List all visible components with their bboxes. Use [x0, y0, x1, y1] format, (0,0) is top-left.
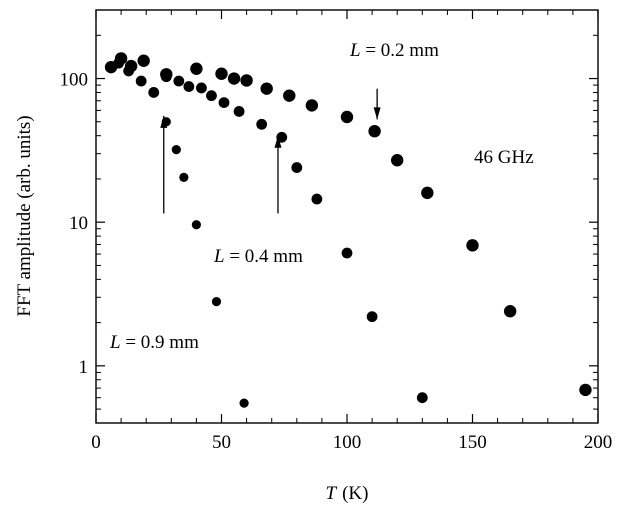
annotation-l-0-9-text: = 0.9 mm: [121, 332, 199, 353]
annotation-l-0-4-text: = 0.4 mm: [225, 246, 303, 267]
y-tick-label: 1: [79, 357, 89, 378]
data-point-series-1: [260, 82, 273, 95]
annotation-l-0-4: L = 0.4 mm: [213, 246, 303, 267]
data-point-series-1: [190, 62, 203, 75]
y-tick-label: 10: [69, 213, 88, 234]
data-point-series-2: [196, 82, 207, 94]
data-point-series-2: [148, 87, 160, 98]
x-tick-label: 0: [91, 432, 101, 453]
data-point-series-2: [183, 81, 195, 92]
annotation-frequency: 46 GHz: [474, 147, 534, 168]
data-point-series-2: [218, 97, 230, 108]
annotation-l-0-2-var: L: [349, 40, 361, 61]
data-point-series-3: [239, 398, 249, 408]
data-point-series-2: [233, 106, 245, 117]
data-point-series-1: [137, 54, 150, 67]
data-point-series-1: [368, 124, 381, 138]
data-points: [104, 52, 592, 408]
data-point-series-3: [179, 172, 189, 183]
annotation-l-0-9-var: L: [109, 332, 121, 353]
annotation-l-0-4-var: L: [213, 246, 225, 267]
data-point-series-1: [391, 154, 404, 167]
data-point-series-3: [191, 220, 201, 230]
data-point-series-2: [123, 65, 135, 77]
data-point-series-2: [291, 162, 303, 173]
data-point-series-2: [160, 71, 172, 83]
x-tick-label: 50: [212, 432, 231, 453]
data-point-series-1: [305, 99, 319, 112]
data-point-series-1: [227, 72, 241, 85]
data-point-series-1: [340, 110, 354, 124]
x-axis-unit: (K): [342, 483, 368, 504]
x-tick-label: 150: [458, 432, 487, 453]
x-axis-label: T (K): [326, 483, 369, 504]
annotation-l-0-2-text: = 0.2 mm: [361, 40, 439, 61]
x-tick-label: 200: [584, 432, 613, 453]
data-point-series-2: [341, 247, 353, 259]
axis-ticks: 0 50 100 150 200 1 10 100: [60, 9, 613, 453]
arrow-head: [373, 107, 381, 120]
data-point-series-2: [135, 75, 147, 87]
data-point-series-2: [256, 118, 268, 130]
data-point-series-1: [503, 305, 517, 318]
x-tick-label: 100: [333, 432, 362, 453]
y-tick-label: 100: [60, 70, 89, 91]
data-point-series-1: [466, 239, 479, 252]
data-point-series-1: [579, 383, 592, 397]
y-axis-label: FFT amplitude (arb. units): [14, 115, 35, 316]
annotation-l-0-2: L = 0.2 mm: [349, 40, 439, 61]
data-point-series-1: [283, 89, 296, 102]
data-point-series-1: [421, 186, 434, 200]
arrow-head: [274, 135, 282, 148]
data-point-series-2: [173, 75, 185, 87]
data-point-series-3: [211, 297, 222, 307]
x-axis-var: T: [326, 483, 338, 504]
data-point-series-2: [366, 311, 378, 323]
data-point-series-1: [215, 67, 228, 80]
annotation-arrows: [160, 88, 381, 214]
data-point-series-2: [206, 90, 217, 102]
arrow-head: [160, 115, 168, 128]
data-point-series-3: [171, 145, 181, 155]
data-point-series-2: [113, 57, 124, 69]
data-point-series-1: [240, 74, 253, 87]
annotation-l-0-9: L = 0.9 mm: [109, 332, 199, 353]
data-point-series-2: [416, 392, 428, 404]
data-point-series-2: [311, 193, 323, 205]
